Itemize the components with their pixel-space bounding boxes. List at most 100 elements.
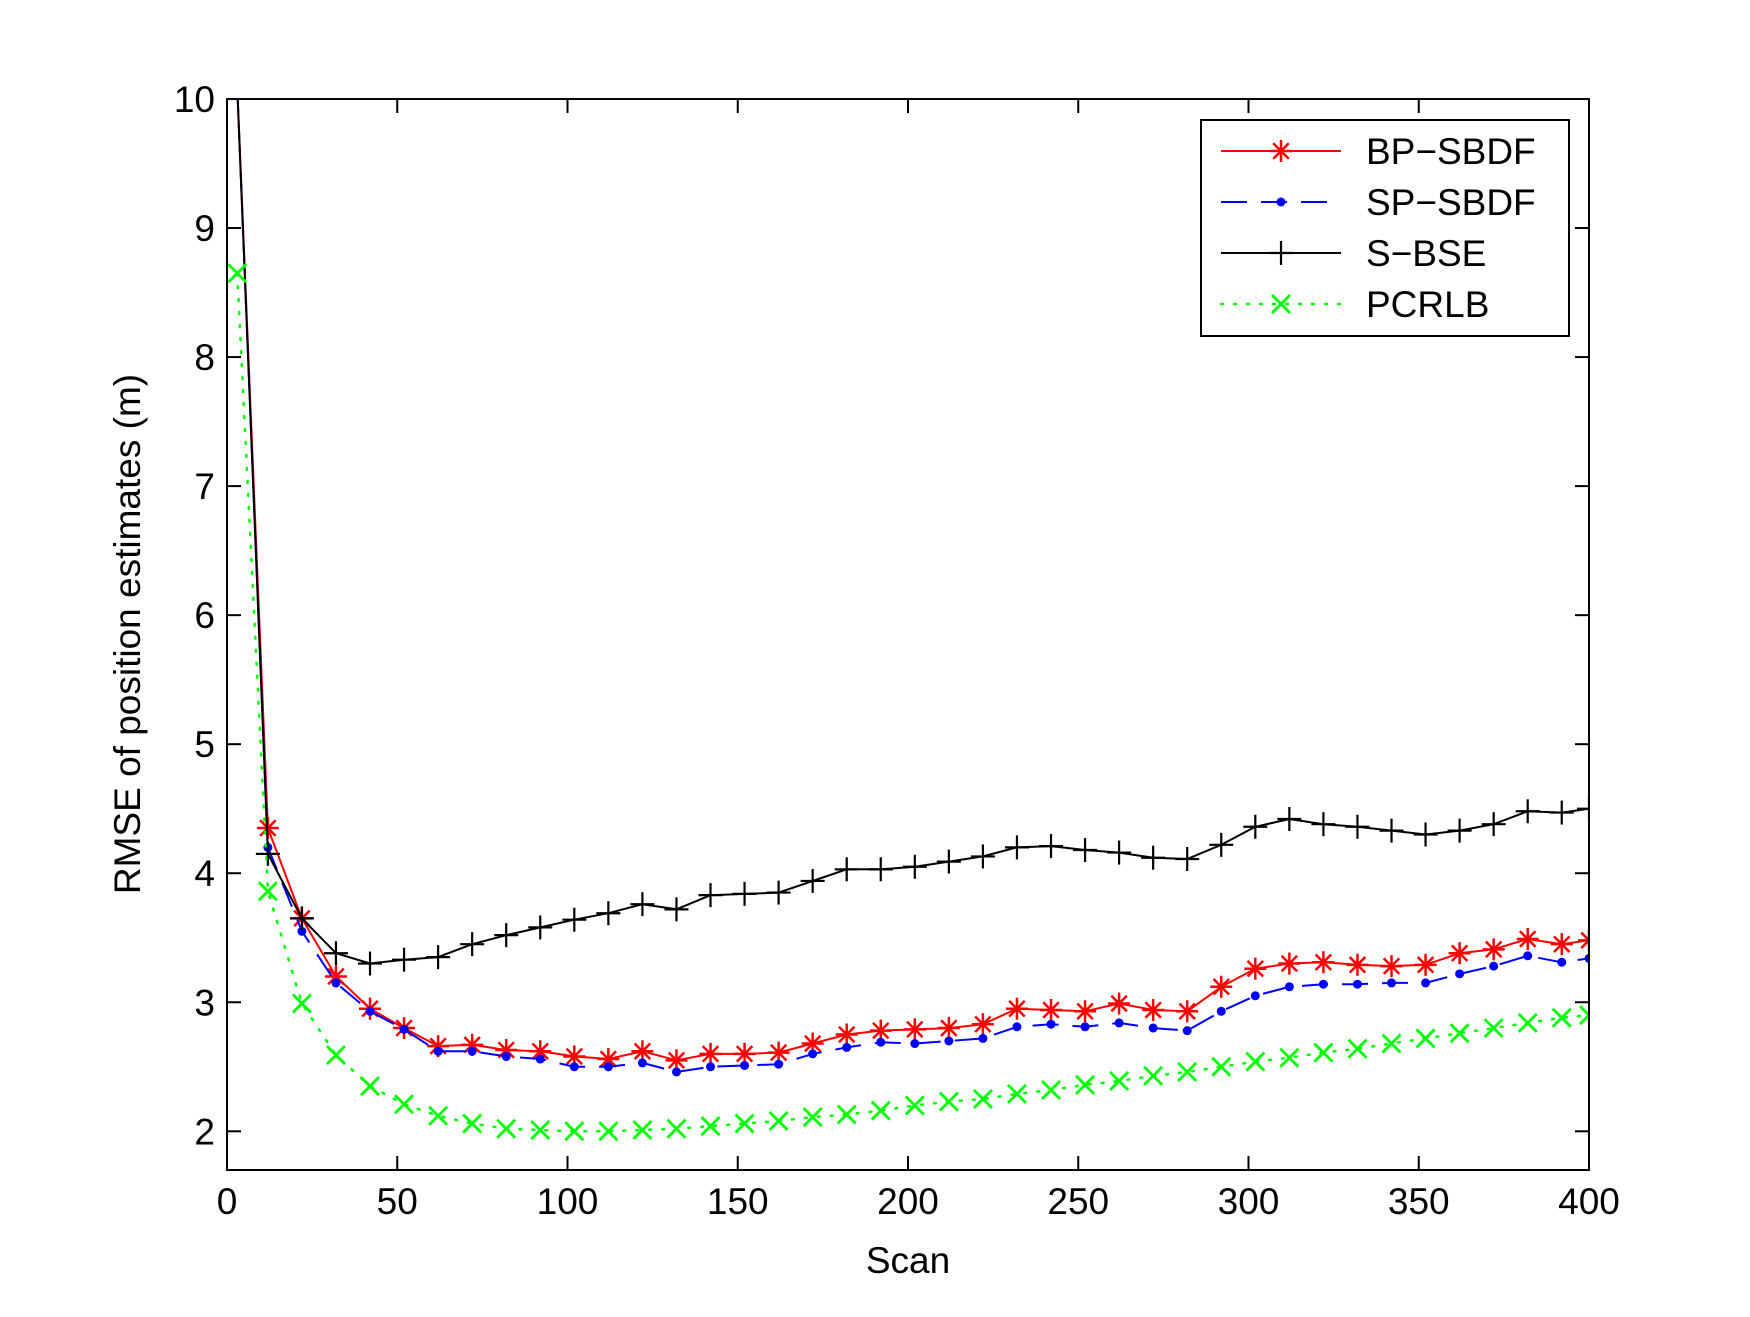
x-tick-label: 400 (1558, 1181, 1620, 1222)
data-point (227, 263, 248, 284)
data-point (1148, 1023, 1158, 1033)
data-point (1041, 1080, 1061, 1100)
series-3 (227, 263, 1589, 1142)
data-point (1387, 978, 1397, 988)
data-point (562, 907, 587, 932)
data-point (732, 881, 757, 906)
data-point (664, 897, 689, 922)
data-point (233, 82, 242, 91)
data-point (1517, 1012, 1538, 1033)
data-point (323, 941, 348, 966)
data-point (904, 1095, 925, 1116)
data-point (876, 1037, 886, 1047)
data-point (530, 1120, 551, 1140)
x-tick-label: 0 (217, 1181, 238, 1222)
data-point (1040, 998, 1063, 1021)
data-point (496, 1118, 517, 1139)
data-point (1523, 951, 1533, 961)
data-point (1012, 1022, 1022, 1032)
data-point (603, 1062, 613, 1072)
data-point (1489, 961, 1499, 971)
x-tick-label: 300 (1218, 1181, 1280, 1222)
data-point (1352, 979, 1362, 989)
plot-frame (226, 98, 1590, 1171)
data-point (1209, 832, 1234, 857)
data-point (842, 1042, 852, 1052)
data-point (800, 868, 825, 893)
data-point (1578, 929, 1589, 952)
data-point (937, 1017, 960, 1040)
data-point (460, 932, 485, 957)
x-tick-label: 250 (1047, 1181, 1109, 1222)
data-point (632, 1120, 653, 1140)
data-point (835, 1023, 858, 1046)
data-point (1216, 1006, 1226, 1016)
data-point (1318, 979, 1328, 989)
data-point (1577, 796, 1589, 821)
data-point (1345, 814, 1370, 839)
data-point (1005, 997, 1028, 1020)
data-point (535, 1054, 545, 1064)
data-point (325, 1045, 346, 1066)
data-point (255, 841, 280, 866)
data-point (1006, 1083, 1027, 1104)
data-point (970, 844, 995, 869)
data-point (1279, 1047, 1300, 1068)
data-point (808, 1049, 818, 1059)
series-0 (226, 75, 1589, 1072)
data-point (1515, 799, 1540, 824)
data-point (666, 1118, 687, 1139)
data-point (394, 1094, 415, 1115)
data-point (226, 75, 248, 97)
legend-box (1200, 119, 1570, 337)
data-point (1211, 1056, 1232, 1077)
data-point (1243, 814, 1268, 839)
y-tick-label: 4 (194, 853, 215, 894)
data-point (1379, 818, 1404, 843)
data-point (972, 1089, 993, 1110)
data-point (1250, 991, 1260, 1001)
data-point (1347, 1038, 1368, 1059)
data-point (1075, 1074, 1096, 1095)
data-point (870, 1100, 891, 1121)
data-point (1277, 807, 1302, 832)
data-point (461, 1033, 484, 1056)
data-point (1175, 847, 1200, 872)
data-point (569, 1062, 579, 1072)
legend: BP−SBDF SP−SBDF S−BSE PCRLB (1200, 119, 1570, 337)
legend-label: BP−SBDF (1366, 131, 1536, 172)
data-point (1284, 982, 1294, 992)
data-point (289, 906, 314, 931)
legend-label: PCRLB (1366, 284, 1489, 325)
x-tick-label: 150 (707, 1181, 769, 1222)
data-point (1073, 837, 1098, 862)
data-point (291, 993, 312, 1014)
data-point (1313, 1042, 1334, 1063)
data-point (598, 1121, 619, 1142)
data-point (257, 881, 278, 902)
data-point (1311, 812, 1336, 837)
data-point (1381, 1033, 1402, 1054)
series-layer (226, 75, 1589, 1142)
legend-marker (1271, 294, 1291, 314)
legend-label: S−BSE (1366, 233, 1486, 274)
series-2 (236, 99, 1589, 976)
data-point (1182, 1026, 1192, 1036)
legend-marker (1276, 197, 1286, 207)
data-point (1176, 1000, 1199, 1023)
y-tick-label: 2 (194, 1111, 215, 1152)
data-point (1210, 975, 1233, 998)
data-point (774, 1059, 784, 1069)
data-point (462, 1113, 483, 1134)
data-point (1448, 942, 1471, 965)
data-point (358, 951, 383, 976)
data-point (637, 1058, 647, 1068)
data-point (297, 926, 307, 936)
data-point (1482, 938, 1505, 961)
data-point (564, 1121, 585, 1142)
data-point (392, 947, 417, 972)
data-point (971, 1013, 994, 1036)
legend-marker (1269, 241, 1293, 265)
data-point (1177, 1061, 1198, 1082)
